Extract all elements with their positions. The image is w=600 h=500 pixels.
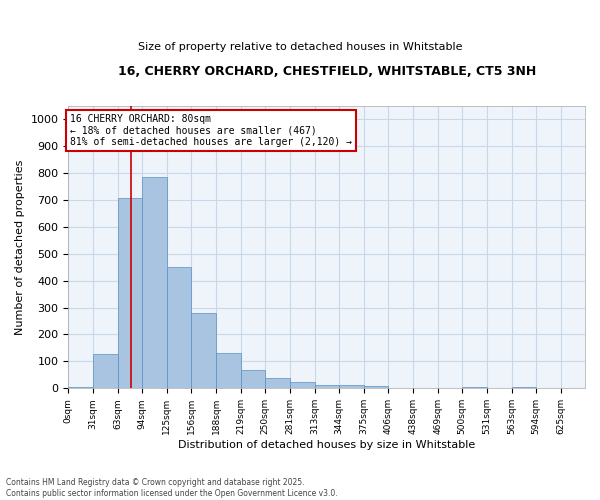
Bar <box>92 354 118 388</box>
Text: Size of property relative to detached houses in Whitstable: Size of property relative to detached ho… <box>138 42 462 52</box>
Bar <box>142 177 167 388</box>
Bar <box>265 378 290 388</box>
Text: Contains HM Land Registry data © Crown copyright and database right 2025.
Contai: Contains HM Land Registry data © Crown c… <box>6 478 338 498</box>
Bar <box>315 385 339 388</box>
Y-axis label: Number of detached properties: Number of detached properties <box>15 160 25 334</box>
Bar <box>68 387 92 388</box>
Bar <box>118 198 142 388</box>
Bar <box>512 387 536 388</box>
Bar <box>290 382 315 388</box>
Bar <box>167 267 191 388</box>
Text: 16 CHERRY ORCHARD: 80sqm
← 18% of detached houses are smaller (467)
81% of semi-: 16 CHERRY ORCHARD: 80sqm ← 18% of detach… <box>70 114 352 147</box>
Title: 16, CHERRY ORCHARD, CHESTFIELD, WHITSTABLE, CT5 3NH: 16, CHERRY ORCHARD, CHESTFIELD, WHITSTAB… <box>118 65 536 78</box>
Bar <box>339 385 364 388</box>
Bar <box>462 387 487 388</box>
Bar <box>241 370 265 388</box>
Bar <box>191 314 217 388</box>
Bar <box>217 352 241 388</box>
X-axis label: Distribution of detached houses by size in Whitstable: Distribution of detached houses by size … <box>178 440 475 450</box>
Bar <box>364 386 388 388</box>
